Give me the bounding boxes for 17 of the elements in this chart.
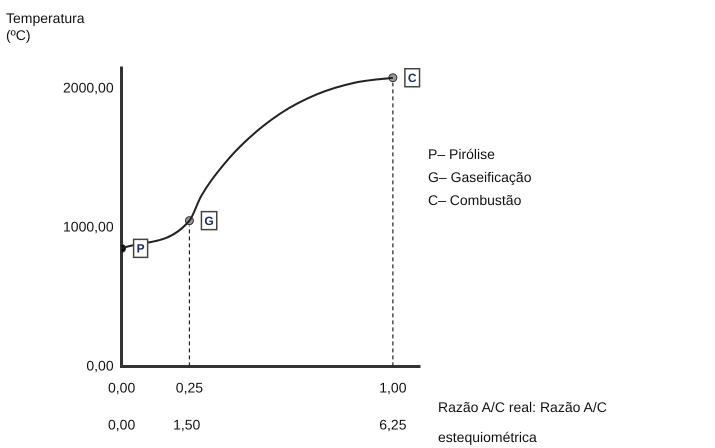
x2-tick-label: 0,00 bbox=[108, 416, 136, 432]
text: C– Combustão bbox=[428, 191, 522, 210]
text: G– Gaseificação bbox=[428, 168, 532, 187]
x-tick-label: 0,25 bbox=[176, 380, 204, 396]
x-axis-title: Razão A/C real: Razão A/C estequiométrica bbox=[438, 398, 608, 447]
x-tick-label: 0,00 bbox=[108, 380, 136, 396]
annotation: C bbox=[408, 71, 417, 86]
y-axis-title: Temperatura (ºC) bbox=[6, 10, 85, 44]
text: P– Pirólise bbox=[428, 145, 496, 164]
x2-tick-label: 6,25 bbox=[379, 416, 407, 432]
y-tick-label: 2000,00 bbox=[62, 80, 114, 96]
annotation: P bbox=[136, 242, 145, 256]
x-tick-label: 1,00 bbox=[379, 380, 407, 396]
y-tick-label: 1000,00 bbox=[62, 218, 114, 234]
annotation: G bbox=[204, 214, 214, 228]
y-tick-label: 0,00 bbox=[86, 357, 114, 374]
x2-tick-label: 1,50 bbox=[173, 416, 201, 432]
